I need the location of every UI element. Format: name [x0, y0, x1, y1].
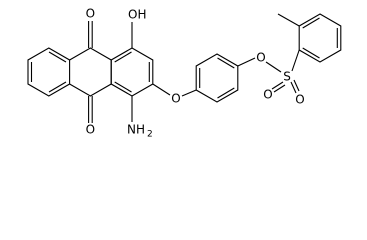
atom-label: O [256, 51, 265, 65]
double-bond [293, 79, 300, 92]
double-bond [290, 81, 297, 94]
double-bond [48, 51, 67, 63]
atom-label: O [86, 7, 95, 21]
atom-label: OH [128, 8, 146, 22]
bond [181, 89, 197, 97]
atom-labels: O OH O NH 2 O O S O O [86, 7, 305, 140]
ring [298, 13, 342, 63]
double-bond [273, 84, 286, 93]
ring [195, 53, 239, 103]
double-bond [114, 51, 132, 63]
double-bond [217, 87, 235, 99]
double-bond [302, 17, 320, 29]
structure-diagram: O OH O NH 2 O O S O O [27, 7, 342, 140]
double-bond [114, 81, 132, 93]
bond [265, 61, 282, 73]
bond [291, 49, 300, 72]
bond [237, 57, 256, 67]
double-bond [271, 81, 284, 90]
atom-label: O [263, 88, 272, 102]
atom-label: O [295, 93, 304, 107]
atom-label: S [283, 70, 291, 84]
bond [152, 83, 171, 96]
double-bond [217, 57, 235, 69]
atom-label: O [86, 123, 95, 137]
ring [69, 47, 112, 97]
double-bond [48, 81, 67, 93]
ring [27, 47, 71, 97]
atom-subscript: 2 [147, 130, 153, 140]
atom-label: O [171, 92, 180, 106]
ring [110, 47, 154, 97]
methyl-bond [277, 13, 300, 27]
double-bond [302, 47, 320, 59]
bonds [27, 13, 342, 123]
atom-label: NH [127, 123, 145, 137]
